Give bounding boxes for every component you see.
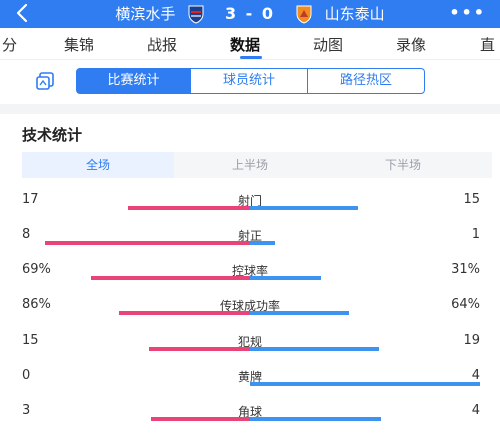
stat-home-value: 69% bbox=[22, 262, 51, 277]
active-tab-indicator bbox=[240, 56, 262, 59]
stat-away-bar bbox=[250, 417, 381, 421]
stat-away-bar bbox=[250, 276, 321, 280]
stat-away-value: 4 bbox=[471, 368, 480, 383]
stat-row-pass-accuracy: 86% 传球成功率 64% bbox=[0, 297, 500, 333]
stat-home-bar bbox=[45, 241, 250, 245]
stat-name: 角球 bbox=[237, 405, 262, 419]
stat-row-yellow-cards: 0 黄牌 4 bbox=[0, 368, 500, 404]
stat-home-value: 17 bbox=[22, 192, 39, 207]
match-score: 3 - 0 bbox=[224, 4, 276, 23]
segment-heatmap[interactable]: 路径热区 bbox=[307, 68, 425, 94]
stat-away-bar bbox=[250, 241, 275, 245]
segment-player-stats[interactable]: 球员统计 bbox=[190, 68, 308, 94]
home-team-logo-icon[interactable] bbox=[186, 4, 206, 24]
tab-data[interactable]: 数据 bbox=[230, 36, 261, 54]
stat-home-bar bbox=[149, 347, 250, 351]
tab-replay[interactable]: 录像 bbox=[396, 36, 427, 54]
stat-row-possession: 69% 控球率 31% bbox=[0, 262, 500, 298]
away-team-name[interactable]: 山东泰山 bbox=[324, 5, 385, 23]
stat-away-value: 1 bbox=[471, 227, 480, 242]
stats-subtoolbar: 比赛统计 球员统计 路径热区 bbox=[0, 62, 500, 102]
home-team-name[interactable]: 横滨水手 bbox=[115, 5, 176, 23]
stat-away-value: 15 bbox=[463, 192, 480, 207]
stat-away-value: 64% bbox=[451, 297, 480, 312]
stat-row-fouls: 15 犯规 19 bbox=[0, 333, 500, 369]
stat-away-value: 19 bbox=[463, 333, 480, 348]
stat-home-value: 86% bbox=[22, 297, 51, 312]
match-scoreline: 横滨水手 3 - 0 山东泰山 bbox=[0, 4, 500, 24]
tab-partial-right[interactable]: 直 bbox=[480, 36, 496, 54]
stat-name: 射门 bbox=[237, 194, 262, 208]
stat-row-corners: 3 角球 4 bbox=[0, 403, 500, 439]
stat-away-value: 31% bbox=[451, 262, 480, 277]
segment-match-stats[interactable]: 比赛统计 bbox=[76, 68, 191, 94]
stat-away-bar bbox=[250, 311, 349, 315]
stat-home-bar bbox=[128, 206, 250, 210]
share-image-icon[interactable] bbox=[34, 70, 56, 92]
match-tab-bar: 分 集锦 战报 数据 动图 录像 直 bbox=[0, 28, 500, 60]
period-tabs: 全场 上半场 下半场 bbox=[22, 152, 492, 178]
match-header: 横滨水手 3 - 0 山东泰山 ••• bbox=[0, 0, 500, 28]
more-options-icon[interactable]: ••• bbox=[449, 3, 486, 22]
stat-name: 控球率 bbox=[231, 264, 268, 278]
tab-partial-left[interactable]: 分 bbox=[2, 36, 18, 54]
period-tab-second-half[interactable]: 下半场 bbox=[384, 158, 421, 172]
back-arrow-icon[interactable] bbox=[12, 2, 34, 24]
stat-away-bar bbox=[250, 347, 379, 351]
stat-away-bar bbox=[250, 382, 480, 386]
stat-home-bar bbox=[119, 311, 250, 315]
tab-report[interactable]: 战报 bbox=[147, 36, 178, 54]
stat-home-bar bbox=[151, 417, 250, 421]
section-divider bbox=[0, 104, 500, 114]
tab-highlights[interactable]: 集锦 bbox=[64, 36, 95, 54]
stat-name: 射正 bbox=[237, 229, 262, 243]
stat-home-bar bbox=[91, 276, 250, 280]
stat-name: 黄牌 bbox=[237, 370, 262, 384]
stat-row-shots-on-target: 8 射正 1 bbox=[0, 227, 500, 263]
away-team-logo-icon[interactable] bbox=[294, 4, 314, 24]
stat-home-value: 8 bbox=[22, 227, 31, 242]
stat-home-value: 15 bbox=[22, 333, 39, 348]
stat-name: 传球成功率 bbox=[219, 299, 280, 313]
stat-home-value: 0 bbox=[22, 368, 31, 383]
tab-gifs[interactable]: 动图 bbox=[313, 36, 344, 54]
period-tab-first-half[interactable]: 上半场 bbox=[231, 158, 268, 172]
stat-away-value: 4 bbox=[471, 403, 480, 418]
period-tab-full[interactable]: 全场 bbox=[22, 152, 174, 178]
stat-home-value: 3 bbox=[22, 403, 31, 418]
stat-name: 犯规 bbox=[237, 335, 262, 349]
stat-row-shots: 17 射门 15 bbox=[0, 192, 500, 228]
section-title: 技术统计 bbox=[22, 126, 83, 144]
stat-away-bar bbox=[250, 206, 358, 210]
